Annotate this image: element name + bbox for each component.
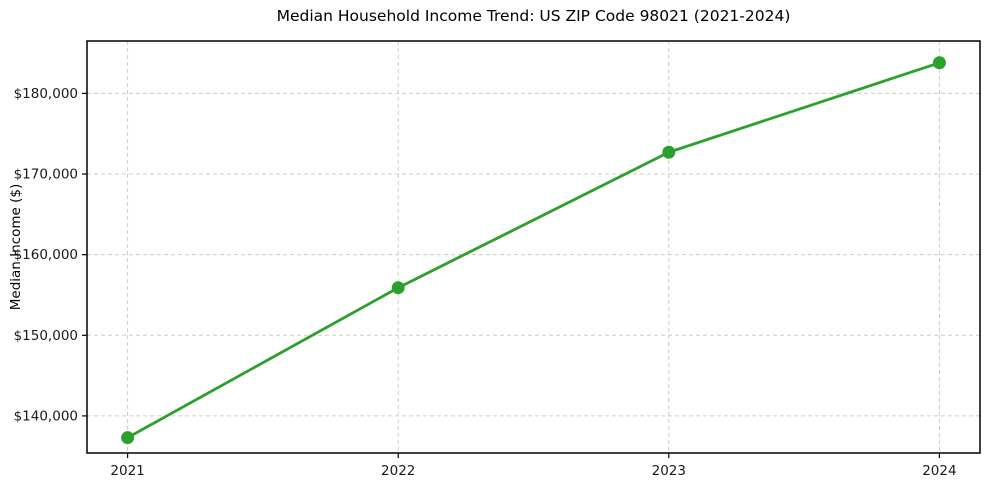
data-point-marker <box>932 56 946 70</box>
x-tick-label: 2024 <box>922 463 956 479</box>
data-point-marker <box>662 145 676 159</box>
plot-border <box>86 40 981 454</box>
y-tick-label: $160,000 <box>14 247 78 263</box>
data-point-marker <box>121 431 135 445</box>
x-tick-label: 2023 <box>652 463 686 479</box>
chart-title: Median Household Income Trend: US ZIP Co… <box>276 7 791 25</box>
data-point-marker <box>391 281 405 295</box>
y-tick-label: $140,000 <box>14 408 78 424</box>
y-tick-label: $150,000 <box>14 328 78 344</box>
income-trend-line <box>126 61 941 440</box>
x-tick-label: 2022 <box>381 463 415 479</box>
y-tick-label: $170,000 <box>14 167 78 183</box>
y-tick-label: $180,000 <box>14 86 78 102</box>
x-tick-label: 2021 <box>110 463 144 479</box>
